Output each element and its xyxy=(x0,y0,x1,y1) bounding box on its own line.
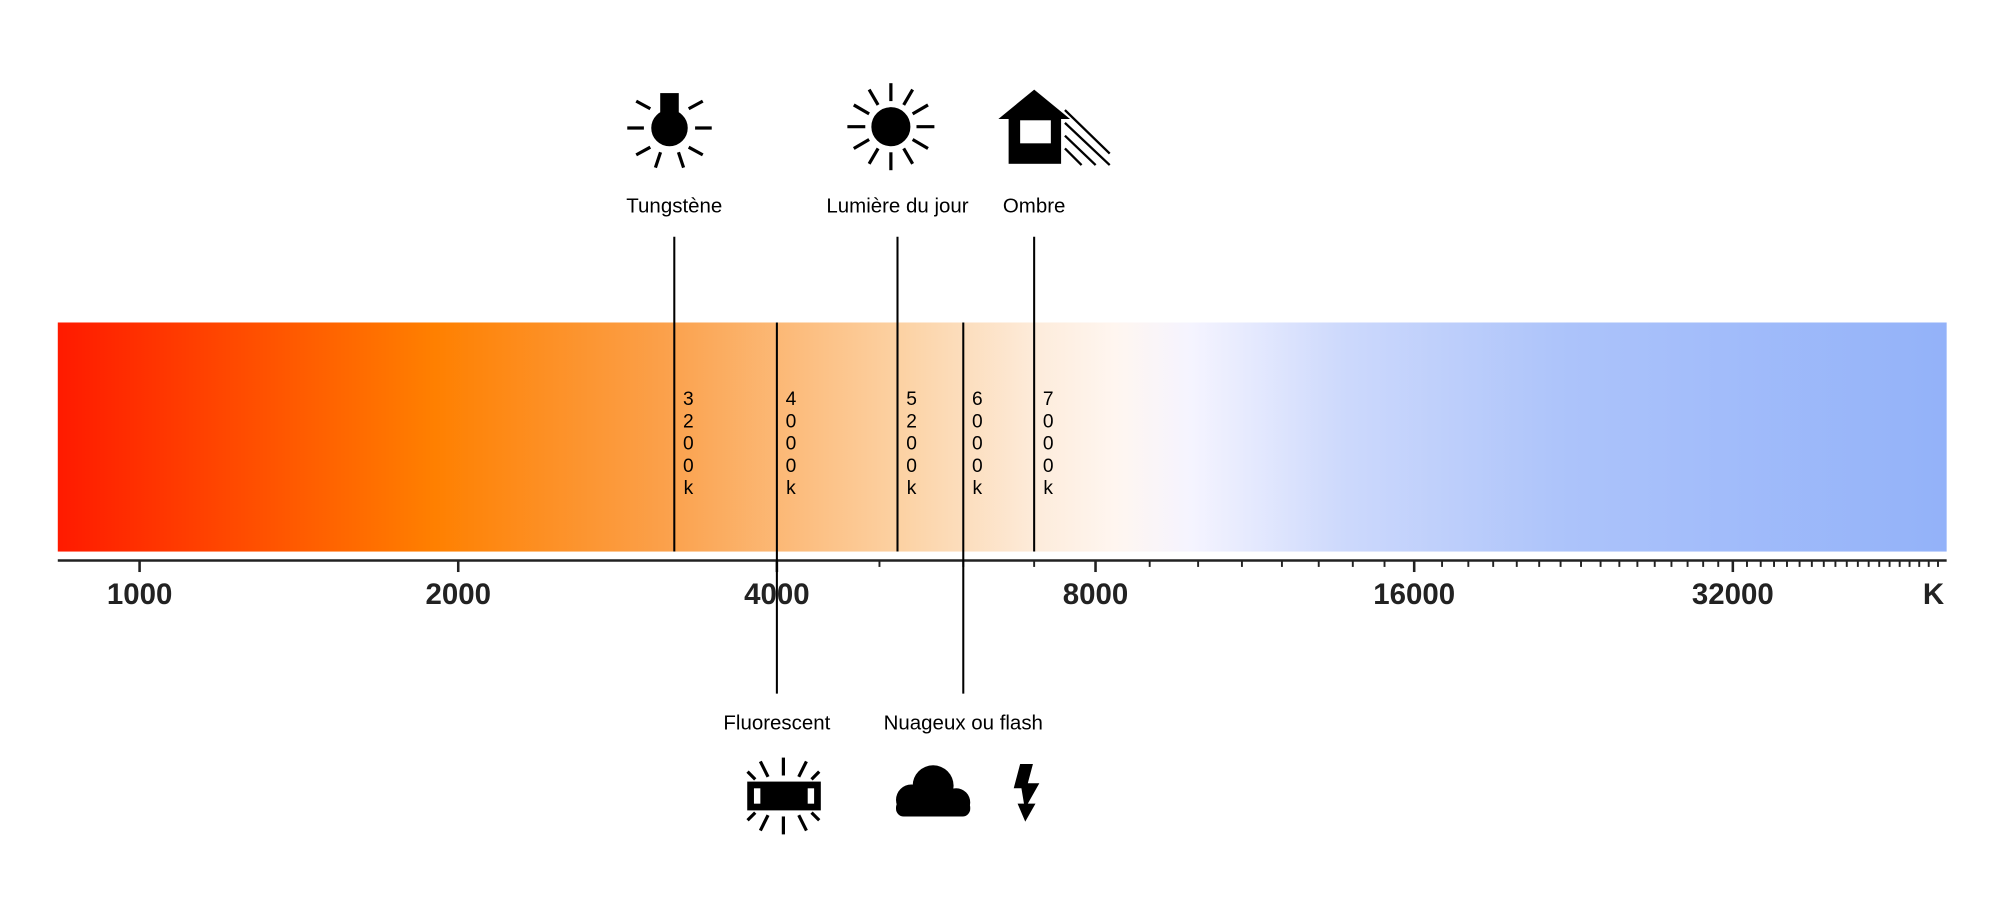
marker-value-label: 4000k xyxy=(780,389,801,500)
marker-value-label: 3200k xyxy=(678,389,699,500)
x-tick-label: 2000 xyxy=(426,578,491,611)
marker-label: Nuageux ou flash xyxy=(884,711,1043,734)
icon-flash xyxy=(1013,763,1040,822)
icon-cloud xyxy=(896,765,971,817)
marker-label: Lumière du jour xyxy=(826,194,968,217)
marker-label: Ombre xyxy=(1003,194,1066,217)
x-tick-label: 1000 xyxy=(107,578,172,611)
marker-label: Tungstène xyxy=(626,194,722,217)
marker-value-label: 7000k xyxy=(1038,389,1059,500)
marker-value-label: 5200k xyxy=(901,389,922,500)
marker-value-label: 6000k xyxy=(967,389,988,500)
icon-fluorescent xyxy=(746,757,821,835)
icon-tungsten xyxy=(627,93,712,169)
x-tick-label: 32000 xyxy=(1692,578,1774,611)
color-bar xyxy=(57,322,1947,552)
unit-label: K xyxy=(1923,578,1944,611)
icon-shade xyxy=(998,89,1111,166)
x-tick-label: 16000 xyxy=(1373,578,1455,611)
icon-daylight xyxy=(847,83,935,171)
marker-label: Fluorescent xyxy=(723,711,830,734)
x-tick-label: 8000 xyxy=(1063,578,1128,611)
